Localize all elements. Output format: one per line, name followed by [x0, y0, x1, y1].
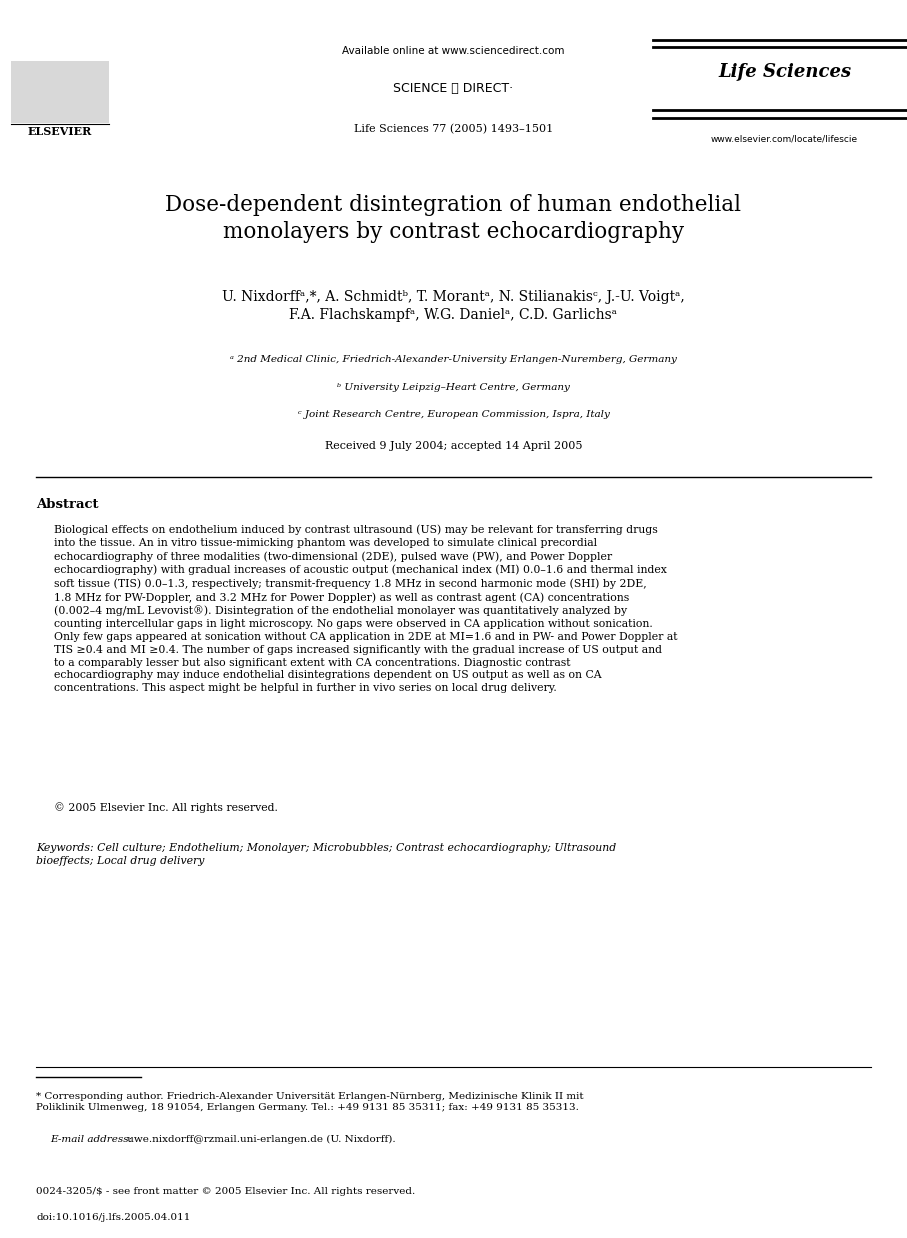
Text: Biological effects on endothelium induced by contrast ultrasound (US) may be rel: Biological effects on endothelium induce…: [54, 525, 678, 693]
Text: doi:10.1016/j.lfs.2005.04.011: doi:10.1016/j.lfs.2005.04.011: [36, 1213, 190, 1222]
Text: © 2005 Elsevier Inc. All rights reserved.: © 2005 Elsevier Inc. All rights reserved…: [54, 802, 278, 813]
Text: E-mail address:: E-mail address:: [50, 1135, 132, 1144]
Text: Dose-dependent disintegration of human endothelial
monolayers by contrast echoca: Dose-dependent disintegration of human e…: [165, 194, 742, 244]
Text: ELSEVIER: ELSEVIER: [28, 126, 92, 137]
Text: Received 9 July 2004; accepted 14 April 2005: Received 9 July 2004; accepted 14 April …: [325, 441, 582, 451]
Text: ᵃ 2nd Medical Clinic, Friedrich-Alexander-University Erlangen-Nuremberg, Germany: ᵃ 2nd Medical Clinic, Friedrich-Alexande…: [230, 355, 677, 364]
Text: Life Sciences 77 (2005) 1493–1501: Life Sciences 77 (2005) 1493–1501: [354, 124, 553, 134]
Text: Keywords: Cell culture; Endothelium; Monolayer; Microbubbles; Contrast echocardi: Keywords: Cell culture; Endothelium; Mon…: [36, 843, 617, 867]
Text: ᶜ Joint Research Centre, European Commission, Ispra, Italy: ᶜ Joint Research Centre, European Commis…: [297, 410, 610, 418]
Text: uwe.nixdorff@rzmail.uni-erlangen.de (U. Nixdorff).: uwe.nixdorff@rzmail.uni-erlangen.de (U. …: [124, 1135, 395, 1144]
Text: ᵇ University Leipzig–Heart Centre, Germany: ᵇ University Leipzig–Heart Centre, Germa…: [337, 383, 570, 391]
Text: * Corresponding author. Friedrich-Alexander Universität Erlangen-Nürnberg, Mediz: * Corresponding author. Friedrich-Alexan…: [36, 1092, 584, 1112]
Text: U. Nixdorffᵃ,*, A. Schmidtᵇ, T. Morantᵃ, N. Stilianakisᶜ, J.-U. Voigtᵃ,
F.A. Fla: U. Nixdorffᵃ,*, A. Schmidtᵇ, T. Morantᵃ,…: [222, 290, 685, 322]
Text: 0024-3205/$ - see front matter © 2005 Elsevier Inc. All rights reserved.: 0024-3205/$ - see front matter © 2005 El…: [36, 1187, 415, 1196]
Text: Available online at www.sciencedirect.com: Available online at www.sciencedirect.co…: [342, 46, 565, 56]
Text: Abstract: Abstract: [36, 498, 99, 511]
Text: Life Sciences: Life Sciences: [718, 63, 851, 82]
Text: www.elsevier.com/locate/lifescie: www.elsevier.com/locate/lifescie: [711, 135, 858, 144]
Bar: [11, 61, 109, 123]
Text: SCIENCE ⓓ DIRECT·: SCIENCE ⓓ DIRECT·: [394, 82, 513, 95]
